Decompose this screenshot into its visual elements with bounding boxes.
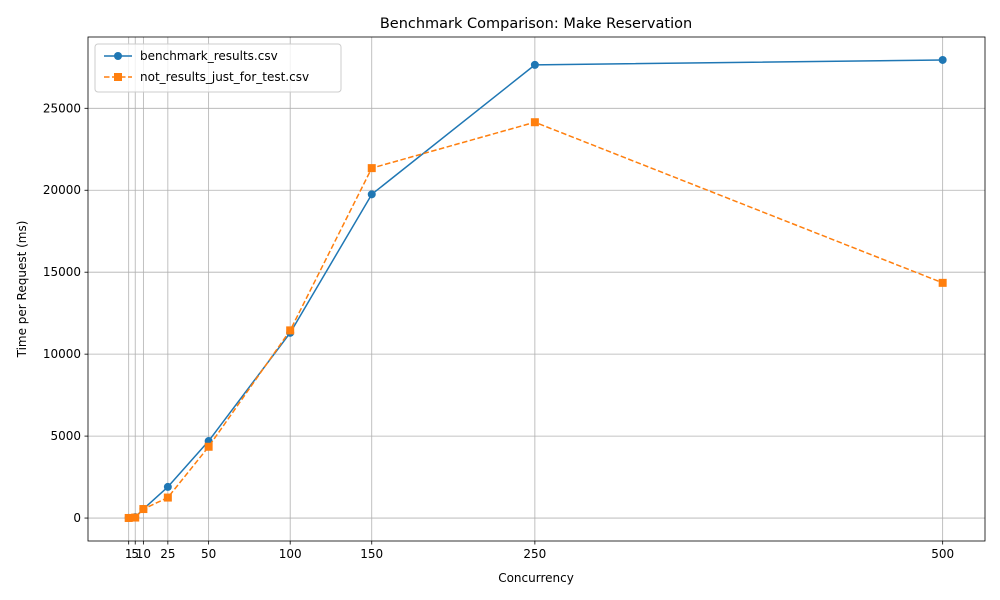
legend-label-series-2: not_results_just_for_test.csv: [140, 70, 309, 84]
legend-frame: [94, 43, 342, 93]
x-tick-label: 5: [131, 547, 139, 561]
data-point-series-2: [124, 513, 133, 522]
data-point-series-2: [286, 326, 295, 335]
data-point-series-1: [530, 60, 539, 69]
data-point-series-2: [163, 493, 172, 502]
data-point-series-1: [367, 190, 376, 199]
y-tick-label: 25000: [43, 101, 81, 115]
x-tick-label: 50: [201, 547, 216, 561]
x-tick-label: 25: [160, 547, 175, 561]
legend-label-series-1: benchmark_results.csv: [140, 49, 278, 63]
y-axis: 0 5000 10000 15000 20000 25000: [43, 101, 88, 525]
y-tick-label: 20000: [43, 183, 81, 197]
y-axis-title: Time per Request (ms): [15, 221, 29, 359]
x-tick-label: 250: [523, 547, 546, 561]
data-point-series-2: [204, 442, 213, 451]
plot-frame: [87, 36, 986, 542]
data-point-series-2: [530, 118, 539, 127]
x-tick-label: 500: [931, 547, 954, 561]
legend-marker-series-2: [114, 73, 122, 81]
y-tick-label: 0: [73, 511, 81, 525]
series-layer: [124, 55, 947, 522]
data-point-series-2: [139, 505, 148, 514]
y-tick-label: 15000: [43, 265, 81, 279]
x-axis-title: Concurrency: [498, 571, 574, 585]
x-tick-label: 150: [360, 547, 383, 561]
y-tick-label: 5000: [50, 429, 81, 443]
legend: benchmark_results.csv not_results_just_f…: [94, 43, 342, 93]
data-point-series-1: [938, 55, 947, 64]
data-point-series-2: [938, 278, 947, 287]
x-tick-label: 10: [136, 547, 151, 561]
x-tick-label: 100: [279, 547, 302, 561]
data-point-series-2: [367, 164, 376, 173]
y-tick-label: 10000: [43, 347, 81, 361]
chart-title: Benchmark Comparison: Make Reservation: [380, 16, 692, 32]
legend-marker-series-1: [114, 52, 122, 60]
data-point-series-1: [163, 482, 172, 491]
data-point-series-2: [131, 513, 140, 522]
x-tick-label: 1: [125, 547, 133, 561]
